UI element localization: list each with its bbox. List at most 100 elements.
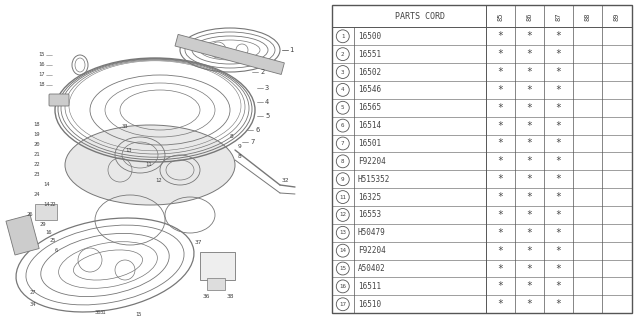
Text: 20: 20	[33, 142, 40, 148]
Text: 6: 6	[341, 123, 344, 128]
Text: *: *	[497, 246, 503, 256]
Text: 23: 23	[33, 172, 40, 178]
Text: H515352: H515352	[358, 175, 390, 184]
Text: 16502: 16502	[358, 68, 381, 76]
Text: 2: 2	[260, 69, 264, 75]
Text: *: *	[497, 49, 503, 59]
Text: *: *	[497, 103, 503, 113]
Text: 7: 7	[250, 139, 254, 145]
Text: 14: 14	[44, 182, 50, 188]
Text: *: *	[497, 121, 503, 131]
Bar	[6, 215, 39, 255]
Text: 27: 27	[30, 291, 36, 295]
Text: 5: 5	[265, 113, 269, 119]
Text: 38: 38	[227, 294, 234, 300]
Text: 15: 15	[339, 266, 346, 271]
Text: 6: 6	[255, 127, 259, 133]
Text: *: *	[497, 85, 503, 95]
Text: *: *	[556, 49, 561, 59]
Text: 89: 89	[614, 12, 620, 20]
Text: *: *	[527, 139, 532, 148]
Text: *: *	[497, 156, 503, 166]
Bar	[200, 252, 235, 280]
Text: *: *	[527, 174, 532, 184]
Text: H50479: H50479	[358, 228, 386, 237]
Text: 11: 11	[339, 195, 346, 200]
Text: 87: 87	[556, 12, 562, 20]
Text: 1: 1	[341, 34, 344, 39]
Text: *: *	[556, 281, 561, 292]
Text: *: *	[556, 31, 561, 41]
Text: 12: 12	[339, 212, 346, 217]
Text: 17: 17	[339, 302, 346, 307]
Text: 4: 4	[265, 99, 269, 105]
Text: *: *	[527, 264, 532, 274]
Text: 11: 11	[145, 163, 152, 167]
Text: 16546: 16546	[358, 85, 381, 94]
Text: 16: 16	[45, 230, 51, 236]
Text: *: *	[556, 174, 561, 184]
Text: 17: 17	[38, 73, 45, 77]
Text: 16: 16	[38, 62, 45, 68]
Text: *: *	[497, 281, 503, 292]
Bar	[207, 278, 225, 290]
Text: 7: 7	[341, 141, 344, 146]
Text: 24: 24	[33, 193, 40, 197]
Text: *: *	[497, 192, 503, 202]
Text: 16500: 16500	[358, 32, 381, 41]
Text: 16511: 16511	[358, 282, 381, 291]
Text: 16514: 16514	[358, 121, 381, 130]
Text: 16551: 16551	[358, 50, 381, 59]
Text: 1: 1	[289, 47, 293, 53]
Text: 16325: 16325	[358, 193, 381, 202]
Text: 3: 3	[265, 85, 269, 91]
Text: 2: 2	[341, 52, 344, 57]
Text: 30: 30	[95, 310, 102, 316]
Text: *: *	[556, 192, 561, 202]
Text: 3: 3	[341, 69, 344, 75]
Text: *: *	[556, 121, 561, 131]
Text: 33: 33	[122, 124, 129, 130]
Text: 19: 19	[33, 132, 40, 138]
Ellipse shape	[65, 125, 235, 205]
Text: *: *	[497, 299, 503, 309]
Text: *: *	[527, 67, 532, 77]
Text: 26: 26	[27, 212, 33, 218]
Text: 31: 31	[100, 310, 106, 316]
Text: 5: 5	[341, 105, 344, 110]
Text: 32: 32	[282, 178, 289, 182]
Text: *: *	[527, 85, 532, 95]
FancyBboxPatch shape	[49, 94, 69, 106]
Text: 16565: 16565	[358, 103, 381, 112]
Text: 18: 18	[33, 123, 40, 127]
Text: PARTS CORD: PARTS CORD	[395, 12, 445, 21]
Text: *: *	[527, 49, 532, 59]
Text: *: *	[497, 139, 503, 148]
Bar	[175, 35, 284, 75]
Text: *: *	[497, 67, 503, 77]
Text: 37: 37	[195, 239, 202, 244]
Text: F92204: F92204	[358, 157, 386, 166]
Text: 8: 8	[238, 155, 242, 159]
Text: *: *	[527, 192, 532, 202]
Text: 16510: 16510	[358, 300, 381, 309]
Text: 15: 15	[135, 313, 141, 317]
Text: *: *	[527, 246, 532, 256]
Text: 14: 14	[339, 248, 346, 253]
Text: *: *	[497, 228, 503, 238]
Text: *: *	[527, 228, 532, 238]
Text: 29: 29	[40, 222, 47, 228]
Text: *: *	[556, 299, 561, 309]
Text: *: *	[556, 264, 561, 274]
Text: 22: 22	[33, 163, 40, 167]
Text: F92204: F92204	[358, 246, 386, 255]
Text: *: *	[527, 210, 532, 220]
Text: A50402: A50402	[358, 264, 386, 273]
Text: 34: 34	[30, 302, 36, 308]
Bar	[35, 204, 57, 220]
Text: 9: 9	[341, 177, 344, 182]
Text: *: *	[556, 67, 561, 77]
Text: 14: 14	[44, 203, 50, 207]
Text: 16: 16	[339, 284, 346, 289]
Text: *: *	[497, 174, 503, 184]
